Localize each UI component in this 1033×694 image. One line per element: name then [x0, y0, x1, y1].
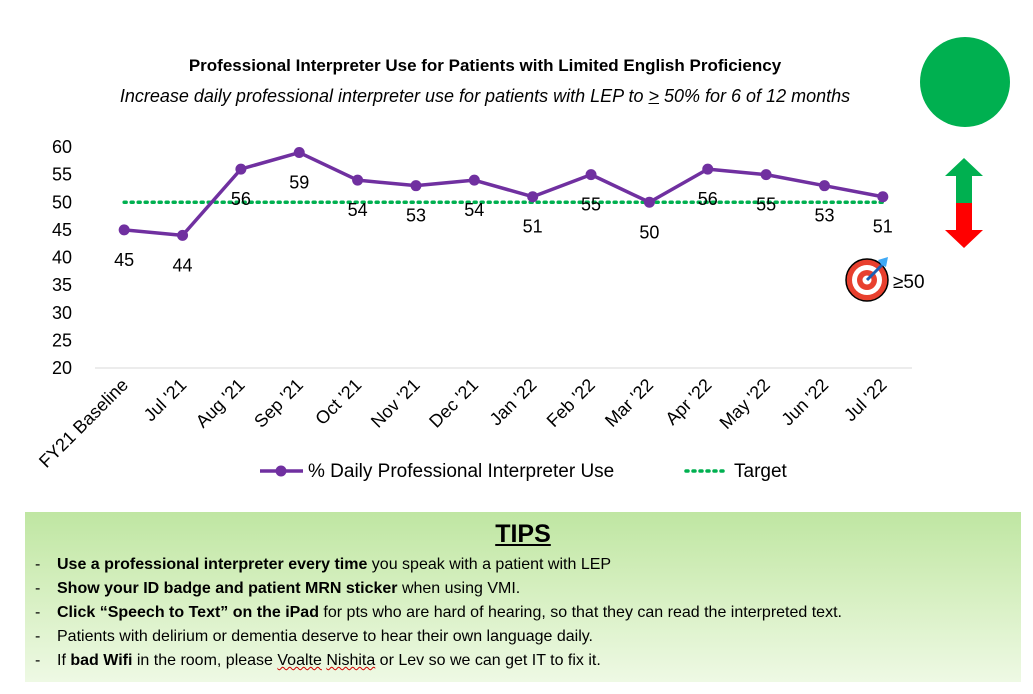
data-point [877, 191, 889, 203]
x-tick-label: Nov '21 [367, 375, 424, 432]
tip-bold-text: Show your ID badge and patient MRN stick… [57, 580, 398, 597]
data-label: 51 [523, 217, 543, 237]
data-label: 51 [873, 217, 893, 237]
status-light-green [920, 37, 1010, 127]
data-label: 53 [814, 206, 834, 226]
x-tick-label: Mar '22 [601, 375, 657, 431]
interpreter-use-line [124, 150, 884, 238]
x-tick-label: Aug '21 [192, 375, 249, 432]
tip-bullet: - [35, 628, 41, 645]
data-label: 54 [348, 200, 368, 220]
tip-text: in the room, please [132, 652, 278, 669]
data-label: 45 [114, 250, 134, 270]
x-tick-label: Jun '22 [778, 375, 833, 430]
x-tick-label: Oct '21 [311, 375, 365, 429]
data-point [643, 196, 655, 208]
tip-text: for pts who are hard of hearing, so that… [318, 604, 842, 621]
data-point [468, 174, 480, 186]
tip-bullet: - [35, 604, 41, 621]
data-label: 50 [639, 222, 659, 242]
subtitle-text: Increase daily professional interpreter … [119, 86, 649, 106]
y-axis: 20 25 30 35 40 45 50 55 60 [52, 137, 72, 378]
data-point [702, 163, 714, 175]
data-point [352, 174, 364, 186]
tip-bullet: - [35, 652, 41, 669]
data-point [585, 169, 597, 181]
y-tick-label: 30 [52, 303, 72, 323]
y-tick-label: 55 [52, 165, 72, 185]
data-point [293, 147, 305, 159]
tip-bold-text: Use a professional interpreter every tim… [57, 556, 368, 573]
x-tick-label: Sep '21 [250, 375, 307, 432]
data-point [118, 224, 130, 236]
data-point [177, 229, 189, 241]
trend-arrows-icon [945, 158, 983, 248]
x-axis: FY21 Baseline Jul '21 Aug '21 Sep '21 Oct '2… [35, 375, 891, 472]
y-tick-label: 50 [52, 192, 72, 212]
data-label: 53 [406, 206, 426, 226]
arrow-up-icon [945, 158, 983, 203]
data-label: 54 [464, 200, 484, 220]
tip-item: - Patients with delirium or dementia dese… [35, 625, 1021, 649]
x-tick-label: FY21 Baseline [35, 375, 132, 472]
data-point [410, 180, 422, 192]
tip-text: when using VMI. [397, 580, 521, 597]
x-tick-label: May '22 [716, 375, 774, 433]
tip-text: Patients with delirium or dementia deser… [57, 628, 593, 645]
subtitle-text-end: 50% for 6 of 12 months [659, 86, 851, 106]
tip-item: - Use a professional interpreter every ti… [35, 553, 1021, 577]
arrow-down-icon [945, 203, 983, 248]
y-tick-label: 60 [52, 137, 72, 157]
plot-area: 45 44 56 59 54 53 54 51 55 50 56 55 53 51 [114, 147, 893, 275]
tip-bullet: - [35, 580, 41, 597]
x-tick-label: Jul '22 [840, 375, 891, 426]
data-label: 56 [698, 189, 718, 209]
tip-text: If [57, 652, 71, 669]
y-tick-label: 20 [52, 358, 72, 378]
tip-item: - If bad Wifi in the room, please Voalte … [35, 649, 1021, 673]
tip-bold-text: bad Wifi [70, 652, 133, 669]
x-tick-label: Apr '22 [661, 375, 715, 429]
y-tick-label: 45 [52, 220, 72, 240]
tip-item: - Show your ID badge and patient MRN stic… [35, 577, 1021, 601]
bullseye-icon [845, 257, 889, 302]
y-tick-label: 35 [52, 275, 72, 295]
legend-series-label: % Daily Professional Interpreter Use [308, 461, 614, 482]
data-label: 55 [756, 195, 776, 215]
data-label: 55 [581, 195, 601, 215]
chart-title: Professional Interpreter Use for Patient… [188, 56, 782, 75]
subtitle-gte-symbol: > [648, 86, 659, 106]
tips-title: TIPS [495, 520, 551, 548]
tip-bold-text: Click “Speech to Text” on the iPad [57, 604, 319, 621]
x-tick-label: Jul '21 [140, 375, 191, 426]
x-tick-label: Feb '22 [543, 375, 599, 431]
legend-target-label: Target [734, 461, 788, 482]
data-label: 56 [231, 189, 251, 209]
legend-series-marker [275, 465, 287, 477]
tips-panel: TIPS - Use a professional interpreter eve… [25, 512, 1021, 682]
x-tick-label: Dec '21 [425, 375, 482, 432]
data-label: 59 [289, 173, 309, 193]
data-point [818, 180, 830, 192]
y-tick-label: 25 [52, 330, 72, 350]
x-tick-label: Jan '22 [486, 375, 541, 430]
chart-subtitle: Increase daily professional interpreter … [70, 84, 900, 109]
chart-legend: % Daily Professional Interpreter Use Targ… [260, 461, 788, 482]
contact-name: Nishita [326, 652, 376, 669]
data-point [760, 169, 772, 181]
contact-name: Voalte [277, 652, 322, 669]
data-point [235, 163, 247, 175]
tips-list: - Use a professional interpreter every ti… [25, 553, 1021, 673]
y-tick-label: 40 [52, 248, 72, 268]
tip-bullet: - [35, 556, 41, 573]
data-label: 44 [173, 255, 193, 275]
data-point [527, 191, 539, 203]
target-threshold-label: ≥50 [893, 272, 925, 293]
tip-text: or Lev so we can get IT to fix it. [375, 652, 601, 669]
tip-text: you speak with a patient with LEP [367, 556, 612, 573]
tip-item: - Click “Speech to Text” on the iPad for … [35, 601, 1021, 625]
